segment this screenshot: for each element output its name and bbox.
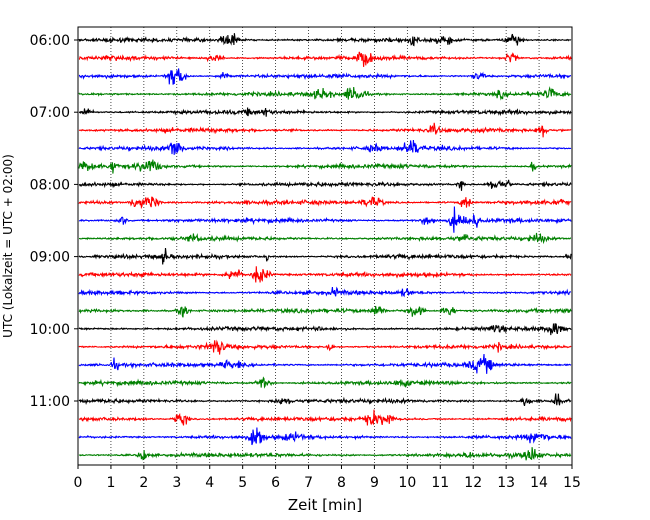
y-axis: 06:00 07:00 08:00 09:00 10:00 11:00 [30, 33, 78, 410]
y-tick-label: 07:00 [30, 105, 70, 121]
trace-09:30 [78, 286, 572, 298]
trace-06:15 [78, 51, 572, 67]
x-tick-label: 14 [530, 475, 548, 491]
x-axis: 0 1 2 3 4 5 6 7 8 9 10 11 12 13 14 15 [74, 465, 581, 491]
grid-lines [110, 27, 540, 465]
trace-06:00 [78, 33, 572, 47]
trace-11:45 [78, 447, 572, 461]
trace-07:30 [78, 139, 572, 155]
x-axis-label: Zeit [min] [288, 496, 362, 514]
x-tick-label: 13 [497, 475, 515, 491]
trace-10:30 [78, 353, 572, 374]
trace-07:15 [78, 122, 572, 138]
x-tick-label: 10 [398, 475, 416, 491]
y-axis-label: UTC (Lokalzeit = UTC + 02:00) [1, 154, 15, 338]
trace-11:00 [78, 393, 572, 407]
trace-08:15 [78, 196, 572, 210]
x-tick-label: 15 [563, 475, 581, 491]
y-tick-label: 10:00 [30, 322, 70, 338]
x-tick-label: 4 [205, 475, 214, 491]
trace-08:45 [79, 232, 571, 245]
x-tick-label: 3 [172, 475, 181, 491]
x-tick-label: 8 [337, 475, 346, 491]
x-tick-label: 12 [464, 475, 482, 491]
trace-group [78, 33, 572, 461]
trace-08:30 [78, 206, 572, 233]
x-tick-label: 2 [139, 475, 148, 491]
trace-10:15 [78, 339, 572, 355]
x-tick-label: 5 [238, 475, 247, 491]
trace-07:45 [78, 159, 572, 174]
trace-06:30 [78, 68, 572, 85]
x-tick-label: 1 [106, 475, 115, 491]
trace-06:45 [78, 86, 572, 101]
x-tick-label: 11 [431, 475, 449, 491]
trace-07:00 [78, 107, 572, 117]
y-tick-label: 08:00 [30, 177, 70, 193]
trace-11:30 [78, 427, 572, 446]
x-tick-label: 9 [370, 475, 379, 491]
trace-11:15 [78, 409, 572, 426]
x-tick-label: 6 [271, 475, 280, 491]
trace-09:45 [78, 305, 572, 318]
plot-frame [77, 26, 573, 466]
trace-08:00 [78, 179, 572, 191]
trace-09:15 [78, 266, 572, 283]
y-tick-label: 06:00 [30, 33, 70, 49]
y-tick-label: 11:00 [30, 394, 70, 410]
x-tick-label: 0 [74, 475, 83, 491]
trace-10:00 [78, 323, 572, 336]
x-tick-label: 7 [304, 475, 313, 491]
trace-10:45 [78, 376, 572, 389]
trace-09:00 [78, 247, 572, 265]
y-tick-label: 09:00 [30, 250, 70, 266]
